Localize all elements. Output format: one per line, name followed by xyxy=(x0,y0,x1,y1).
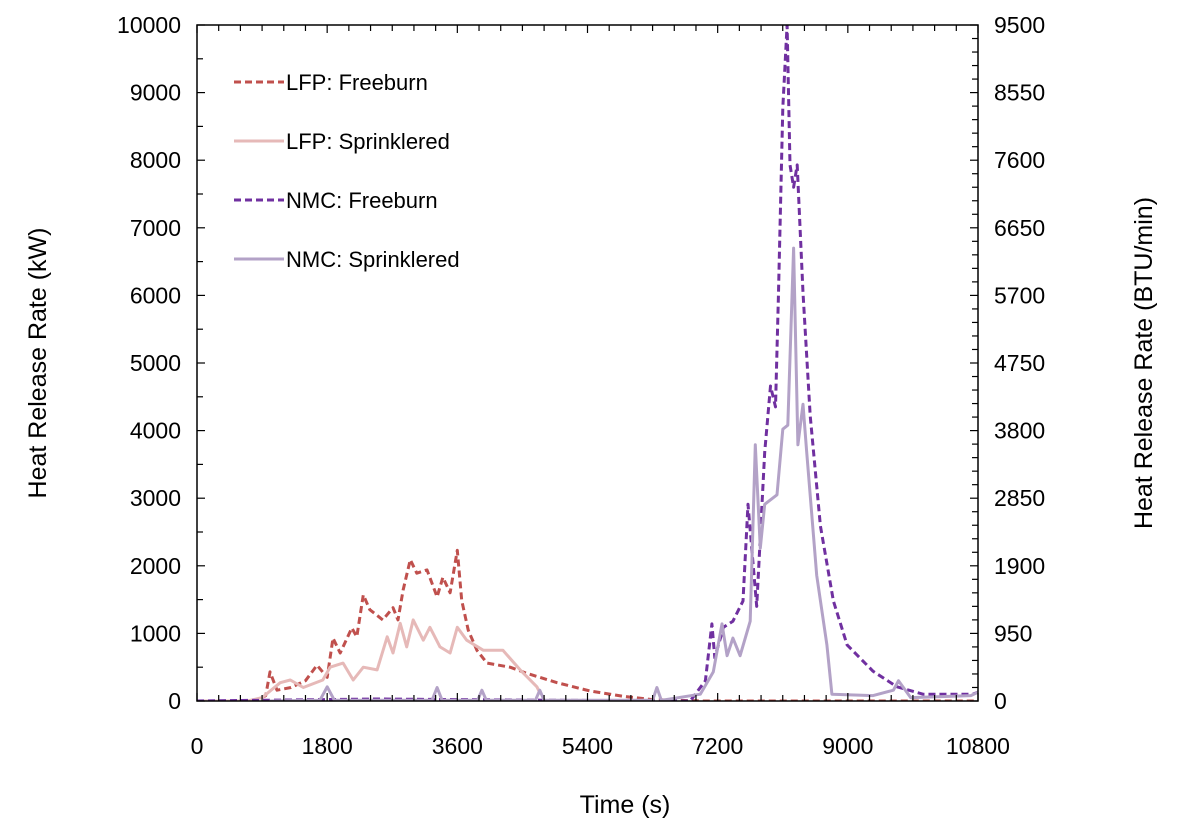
y-right-tick-label: 9500 xyxy=(994,12,1045,38)
y-left-tick-label: 0 xyxy=(168,688,181,714)
y-left-tick-label: 1000 xyxy=(130,620,181,646)
series-line-nmc-freeburn xyxy=(197,25,978,701)
legend-label: NMC: Sprinklered xyxy=(286,247,460,272)
legend-label: LFP: Sprinklered xyxy=(286,129,450,154)
x-tick-label: 3600 xyxy=(432,733,483,759)
tick-labels: 0 1800 3600 5400 7200 9000 10800 0 1000 2000 3000 4… xyxy=(117,12,1045,759)
x-tick-label: 9000 xyxy=(822,733,873,759)
series-line-lfp-freeburn xyxy=(197,548,978,701)
legend-item: NMC: Freeburn xyxy=(234,188,438,213)
y-left-tick-label: 3000 xyxy=(130,485,181,511)
series-layer xyxy=(197,25,978,701)
y-right-tick-label: 5700 xyxy=(994,282,1045,308)
y-left-tick-label: 10000 xyxy=(117,12,181,38)
legend-label: LFP: Freeburn xyxy=(286,70,428,95)
y-right-tick-label: 8550 xyxy=(994,80,1045,106)
x-axis-label: Time (s) xyxy=(580,791,671,819)
plot-frame xyxy=(196,24,979,702)
x-tick-label: 5400 xyxy=(562,733,613,759)
legend: LFP: Freeburn LFP: Sprinklered NMC: Freebu… xyxy=(234,70,460,272)
x-tick-label: 1800 xyxy=(302,733,353,759)
legend-item: LFP: Sprinklered xyxy=(234,129,450,154)
y-left-tick-label: 7000 xyxy=(130,215,181,241)
x-tick-label: 10800 xyxy=(946,733,1010,759)
y-right-tick-label: 6650 xyxy=(994,215,1045,241)
y-left-tick-label: 9000 xyxy=(130,80,181,106)
y-axis-label-left: Heat Release Rate (kW) xyxy=(24,228,52,499)
y-axis-label-right: Heat Release Rate (BTU/min) xyxy=(1130,197,1158,529)
series-line-lfp-sprinklered xyxy=(197,618,542,701)
legend-item: NMC: Sprinklered xyxy=(234,247,460,272)
y-left-tick-label: 2000 xyxy=(130,553,181,579)
legend-item: LFP: Freeburn xyxy=(234,70,428,95)
y-right-tick-label: 3800 xyxy=(994,418,1045,444)
legend-label: NMC: Freeburn xyxy=(286,188,438,213)
x-tick-label: 7200 xyxy=(692,733,743,759)
y-right-tick-label: 7600 xyxy=(994,147,1045,173)
x-tick-label: 0 xyxy=(191,733,204,759)
y-right-tick-label: 0 xyxy=(994,688,1007,714)
y-left-tick-label: 6000 xyxy=(130,282,181,308)
y-left-tick-label: 5000 xyxy=(130,350,181,376)
y-right-tick-label: 4750 xyxy=(994,350,1045,376)
series-line-nmc-sprinklered xyxy=(269,246,978,701)
y-right-tick-label: 950 xyxy=(994,620,1032,646)
y-left-tick-label: 4000 xyxy=(130,418,181,444)
y-right-tick-label: 1900 xyxy=(994,553,1045,579)
y-left-tick-label: 8000 xyxy=(130,147,181,173)
ticks-layer xyxy=(196,24,979,702)
y-right-tick-label: 2850 xyxy=(994,485,1045,511)
